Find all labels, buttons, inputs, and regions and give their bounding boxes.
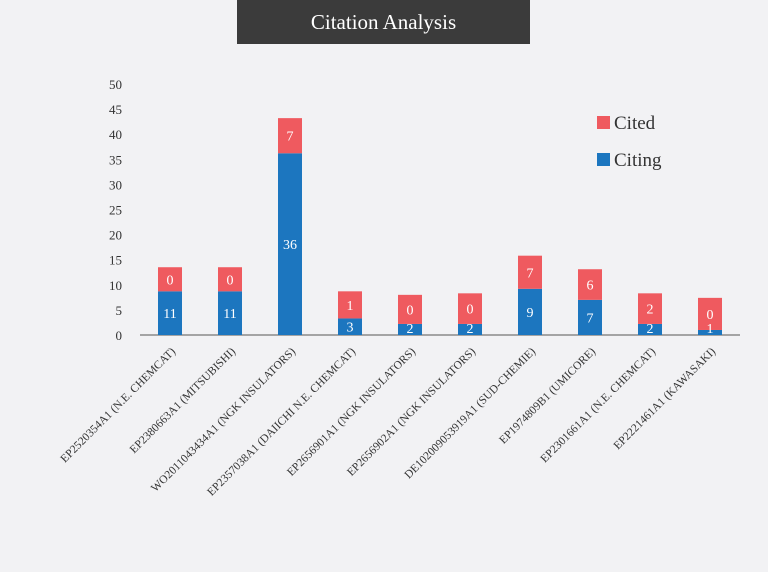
bar-citing xyxy=(158,291,182,335)
bar-label-cited: 0 xyxy=(167,273,174,288)
x-tick-label: EP2520354A1 (N.E. CHEMCAT) xyxy=(58,346,178,466)
x-tick-label: EP2656902A1 (NGK INSULATORS) xyxy=(345,346,478,479)
bar-label-citing: 2 xyxy=(467,322,474,337)
bar-cited xyxy=(518,255,542,289)
y-tick-label: 35 xyxy=(109,152,122,167)
bar-label-citing: 11 xyxy=(163,307,176,322)
bar-label-citing: 9 xyxy=(527,306,534,321)
bar-label-cited: 6 xyxy=(587,279,594,294)
bar-label-citing: 11 xyxy=(223,307,236,322)
bar-cited xyxy=(158,267,182,292)
bar-citing xyxy=(458,323,482,335)
legend: Cited Citing xyxy=(597,113,662,171)
bar-label-citing: 1 xyxy=(707,322,714,337)
legend-label-cited: Cited xyxy=(614,113,656,134)
bar-cited xyxy=(458,293,482,324)
bar-citing xyxy=(398,323,422,335)
y-tick-label: 10 xyxy=(109,278,122,293)
bar-label-cited: 0 xyxy=(227,273,234,288)
bar-citing xyxy=(638,323,662,335)
y-tick-label: 5 xyxy=(116,303,123,318)
bar-citing xyxy=(338,318,362,335)
y-tick-label: 45 xyxy=(109,102,122,117)
bar-cited xyxy=(578,269,602,300)
bar-cited xyxy=(218,267,242,292)
bar-label-citing: 2 xyxy=(647,322,654,337)
y-tick-label: 40 xyxy=(109,127,122,142)
x-tick-label: EP2301661A1 (N.E. CHEMCAT) xyxy=(538,346,658,466)
x-axis-labels: EP2520354A1 (N.E. CHEMCAT)EP2380663A1 (M… xyxy=(58,346,718,499)
bar-label-cited: 0 xyxy=(467,303,474,318)
bar-citing xyxy=(218,291,242,335)
x-tick-label: DE102009053919A1 (SUD-CHEMIE) xyxy=(402,346,538,482)
bar-label-cited: 0 xyxy=(707,308,714,323)
y-tick-label: 50 xyxy=(109,77,122,92)
x-tick-label: EP2656901A1 (NGK INSULATORS) xyxy=(285,346,418,479)
bar-label-cited: 2 xyxy=(647,303,654,318)
x-tick-label: EP2221461A1 (KAWASAKI) xyxy=(612,346,719,453)
bar-cited xyxy=(398,294,422,324)
bar-label-citing: 36 xyxy=(283,238,297,253)
bar-label-cited: 7 xyxy=(287,130,294,145)
bar-citing xyxy=(278,153,302,335)
chart-title: Citation Analysis xyxy=(237,0,530,44)
legend-swatch-cited xyxy=(597,116,610,129)
bar-cited xyxy=(698,297,722,330)
bar-label-citing: 2 xyxy=(407,322,414,337)
bar-cited xyxy=(278,118,302,154)
y-tick-label: 15 xyxy=(109,253,122,268)
bar-label-cited: 1 xyxy=(347,299,354,314)
bar-label-citing: 3 xyxy=(347,321,354,336)
bar-label-citing: 7 xyxy=(587,311,594,326)
legend-label-citing: Citing xyxy=(614,150,662,171)
y-tick-label: 25 xyxy=(109,203,122,218)
x-tick-label: EP1974809B1 (UMICORE) xyxy=(497,346,598,447)
bar-citing xyxy=(698,329,722,335)
bar-label-cited: 0 xyxy=(407,303,414,318)
y-tick-label: 20 xyxy=(109,228,122,243)
bar-citing xyxy=(518,288,542,335)
bar-cited xyxy=(338,291,362,319)
y-tick-label: 30 xyxy=(109,177,122,192)
y-tick-label: 0 xyxy=(116,328,123,343)
bar-label-cited: 7 xyxy=(527,266,534,281)
legend-swatch-citing xyxy=(597,153,610,166)
bar-cited xyxy=(638,293,662,324)
bar-citing xyxy=(578,299,602,335)
x-tick-label: EP2380663A1 (MITSUBISHI) xyxy=(128,346,238,456)
